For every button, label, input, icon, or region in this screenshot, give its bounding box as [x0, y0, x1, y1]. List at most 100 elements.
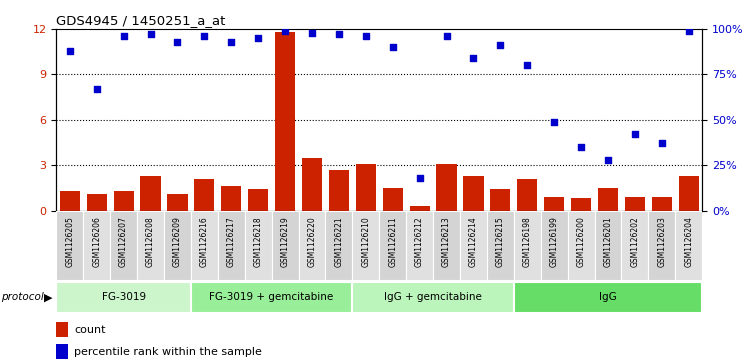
Text: protocol: protocol	[2, 292, 44, 302]
Bar	[352, 282, 514, 313]
Text: GSM1126212: GSM1126212	[415, 216, 424, 267]
Bar	[622, 211, 648, 280]
Text: IgG: IgG	[599, 292, 617, 302]
Point	[252, 35, 264, 41]
Bar	[409, 206, 430, 211]
Bar	[514, 211, 541, 280]
Bar	[652, 197, 672, 211]
Bar	[56, 211, 83, 280]
Point	[144, 32, 156, 37]
Bar	[460, 211, 487, 280]
Bar	[137, 211, 164, 280]
Bar	[487, 211, 514, 280]
Bar	[56, 322, 68, 337]
Text: GSM1126219: GSM1126219	[281, 216, 290, 267]
Bar	[568, 211, 595, 280]
Bar	[406, 211, 433, 280]
Point	[64, 48, 76, 54]
Text: ▶: ▶	[44, 292, 52, 302]
Point	[387, 44, 399, 50]
Point	[279, 28, 291, 34]
Point	[306, 30, 318, 36]
Bar	[679, 176, 699, 211]
Bar	[275, 32, 295, 211]
Point	[171, 39, 183, 45]
Bar	[541, 211, 568, 280]
Point	[91, 86, 103, 92]
Bar	[490, 189, 511, 211]
Text: GSM1126217: GSM1126217	[227, 216, 236, 267]
Point	[602, 157, 614, 163]
Text: GSM1126199: GSM1126199	[550, 216, 559, 267]
Bar	[195, 179, 215, 211]
Text: GSM1126203: GSM1126203	[657, 216, 666, 267]
Bar	[595, 211, 622, 280]
Text: GSM1126201: GSM1126201	[604, 216, 613, 267]
Text: FG-3019: FG-3019	[101, 292, 146, 302]
Point	[198, 33, 210, 39]
Point	[521, 62, 533, 68]
Bar	[302, 158, 322, 211]
Bar	[140, 176, 161, 211]
Text: GSM1126202: GSM1126202	[630, 216, 639, 267]
Text: IgG + gemcitabine: IgG + gemcitabine	[385, 292, 482, 302]
Text: GSM1126218: GSM1126218	[254, 216, 263, 267]
Point	[225, 39, 237, 45]
Bar	[598, 188, 618, 211]
Text: GSM1126207: GSM1126207	[119, 216, 128, 267]
Text: GDS4945 / 1450251_a_at: GDS4945 / 1450251_a_at	[56, 15, 226, 28]
Bar	[272, 211, 299, 280]
Bar	[514, 282, 702, 313]
Bar	[86, 194, 107, 211]
Bar	[571, 199, 591, 211]
Text: GSM1126210: GSM1126210	[361, 216, 370, 267]
Bar	[329, 170, 349, 211]
Bar	[356, 164, 376, 211]
Bar	[191, 211, 218, 280]
Point	[467, 55, 479, 61]
Bar	[379, 211, 406, 280]
Bar	[164, 211, 191, 280]
Text: GSM1126211: GSM1126211	[388, 216, 397, 267]
Text: percentile rank within the sample: percentile rank within the sample	[74, 347, 262, 356]
Bar	[299, 211, 325, 280]
Text: GSM1126214: GSM1126214	[469, 216, 478, 267]
Bar	[248, 189, 268, 211]
Point	[118, 33, 130, 39]
Text: GSM1126206: GSM1126206	[92, 216, 101, 267]
Bar	[436, 164, 457, 211]
Text: GSM1126205: GSM1126205	[65, 216, 74, 267]
Text: GSM1126198: GSM1126198	[523, 216, 532, 267]
Bar	[59, 191, 80, 211]
Point	[360, 33, 372, 39]
Point	[629, 131, 641, 137]
Text: FG-3019 + gemcitabine: FG-3019 + gemcitabine	[210, 292, 333, 302]
Text: GSM1126208: GSM1126208	[146, 216, 155, 267]
Text: GSM1126220: GSM1126220	[307, 216, 316, 267]
Text: GSM1126204: GSM1126204	[684, 216, 693, 267]
Bar	[517, 179, 538, 211]
Bar	[463, 176, 484, 211]
Bar	[352, 211, 379, 280]
Bar	[110, 211, 137, 280]
Bar	[325, 211, 352, 280]
Text: GSM1126221: GSM1126221	[334, 216, 343, 267]
Bar	[56, 344, 68, 359]
Text: GSM1126215: GSM1126215	[496, 216, 505, 267]
Bar	[167, 194, 188, 211]
Bar	[382, 188, 403, 211]
Bar	[221, 186, 241, 211]
Text: GSM1126216: GSM1126216	[200, 216, 209, 267]
Text: GSM1126213: GSM1126213	[442, 216, 451, 267]
Bar	[675, 211, 702, 280]
Text: GSM1126200: GSM1126200	[577, 216, 586, 267]
Bar	[218, 211, 245, 280]
Bar	[544, 197, 564, 211]
Point	[575, 144, 587, 150]
Point	[441, 33, 453, 39]
Bar	[625, 197, 645, 211]
Bar	[113, 191, 134, 211]
Text: count: count	[74, 325, 106, 335]
Bar	[56, 282, 191, 313]
Point	[414, 175, 426, 181]
